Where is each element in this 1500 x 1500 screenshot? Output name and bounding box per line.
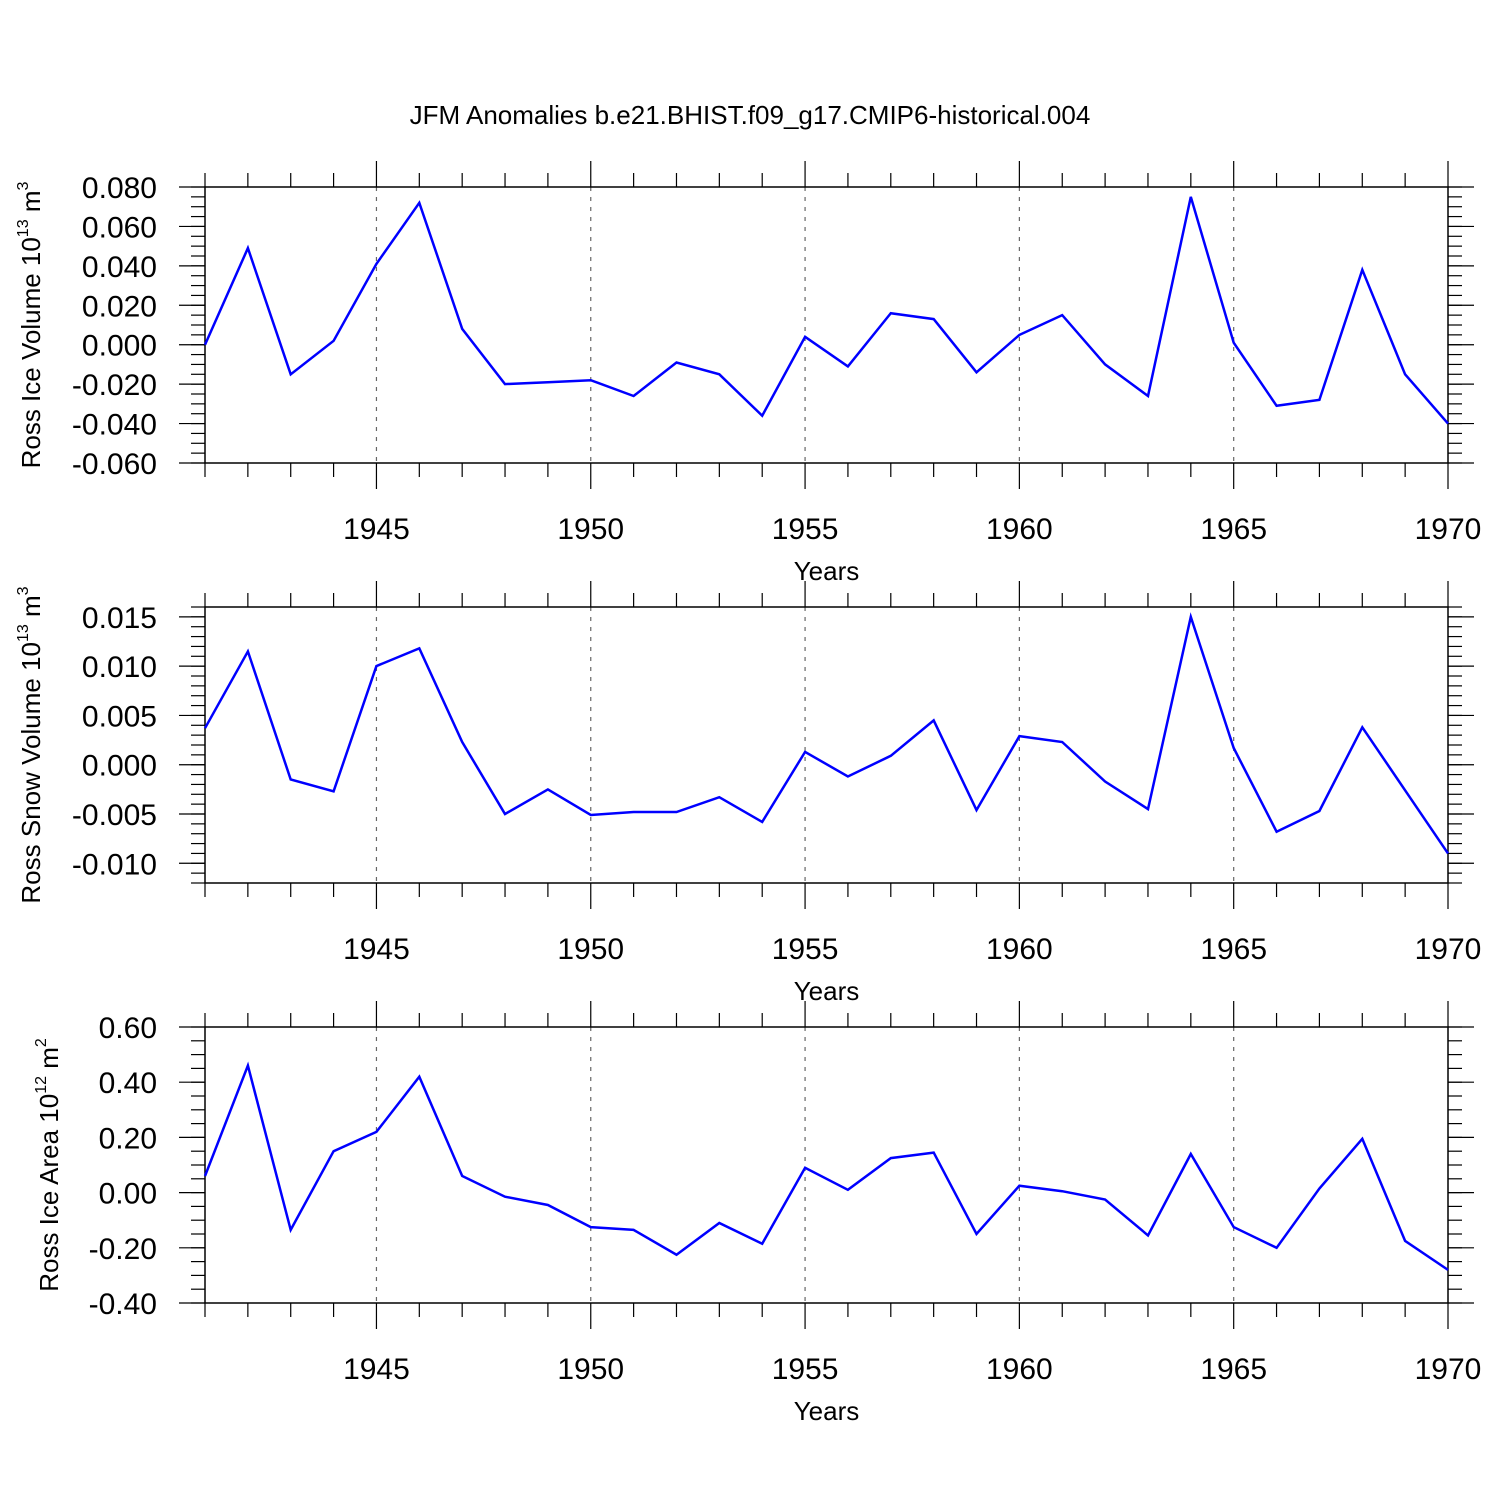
chart-panel-1: 0.080 0.060 0.040 0.020 0.000 -0.020 -0.040 -0.… xyxy=(15,161,1481,586)
y-tick-label: -0.005 xyxy=(72,799,157,832)
y-tick-label: 0.20 xyxy=(99,1122,157,1155)
y-tick-label: 0.040 xyxy=(82,251,157,284)
x-tick-label: 1960 xyxy=(986,513,1053,546)
x-tick-label: 1970 xyxy=(1415,933,1482,966)
x-tick-label: 1955 xyxy=(772,1353,839,1386)
x-tick-label: 1945 xyxy=(343,513,410,546)
plot-frame xyxy=(204,186,1449,464)
y-tick-label: 0.00 xyxy=(99,1178,157,1211)
x-tick-label: 1965 xyxy=(1200,513,1267,546)
y-tick-label: 0.060 xyxy=(82,211,157,244)
y-tick-label: 0.015 xyxy=(82,602,157,635)
x-tick-label: 1950 xyxy=(557,513,624,546)
y-tick-label: 0.010 xyxy=(82,651,157,684)
y-axis-label: Ross Snow Volume 1013 m3 xyxy=(15,586,46,903)
x-tick-label: 1955 xyxy=(772,513,839,546)
y-tick-label: 0.080 xyxy=(82,172,157,205)
x-tick-label: 1965 xyxy=(1200,1353,1267,1386)
y-axis-label: Ross Ice Volume 1013 m3 xyxy=(15,181,46,468)
x-tick-label: 1945 xyxy=(343,1353,410,1386)
series-line xyxy=(203,1061,1449,1271)
series-line xyxy=(203,196,1449,425)
y-tick-label: 0.60 xyxy=(99,1012,157,1045)
y-tick-label: -0.060 xyxy=(72,448,157,481)
x-tick-label: 1970 xyxy=(1415,1353,1482,1386)
chart-title: JFM Anomalies b.e21.BHIST.f09_g17.CMIP6-… xyxy=(410,100,1091,130)
plot-frame xyxy=(204,606,1449,884)
x-tick-label: 1950 xyxy=(557,933,624,966)
chart-panel-2: 0.015 0.010 0.005 0.000 -0.005 -0.010 1945 1950… xyxy=(15,581,1481,1006)
x-axis-label: Years xyxy=(794,1396,860,1426)
x-axis-label: Years xyxy=(794,556,860,586)
x-tick-label: 1970 xyxy=(1415,513,1482,546)
x-tick-label: 1965 xyxy=(1200,933,1267,966)
y-tick-label: 0.000 xyxy=(82,330,157,363)
x-tick-label: 1955 xyxy=(772,933,839,966)
x-axis-label: Years xyxy=(794,976,860,1006)
series-line xyxy=(203,612,1450,855)
x-tick-label: 1945 xyxy=(343,933,410,966)
y-axis-label: Ross Ice Area 1012 m2 xyxy=(33,1038,64,1292)
y-tick-label: -0.40 xyxy=(89,1288,157,1321)
x-tick-label: 1950 xyxy=(557,1353,624,1386)
chart-panel-3: 0.60 0.40 0.20 0.00 -0.20 -0.40 1945 1950 1955 19… xyxy=(33,1001,1481,1426)
y-tick-label: 0.005 xyxy=(82,700,157,733)
y-tick-label: -0.010 xyxy=(72,848,157,881)
x-tick-label: 1960 xyxy=(986,1353,1053,1386)
x-tick-label: 1960 xyxy=(986,933,1053,966)
plot-frame xyxy=(204,1026,1449,1304)
y-tick-label: 0.000 xyxy=(82,750,157,783)
y-tick-label: 0.020 xyxy=(82,290,157,323)
y-tick-label: -0.040 xyxy=(72,409,157,442)
y-tick-label: -0.020 xyxy=(72,369,157,402)
y-tick-label: -0.20 xyxy=(89,1233,157,1266)
y-tick-label: 0.40 xyxy=(99,1067,157,1100)
